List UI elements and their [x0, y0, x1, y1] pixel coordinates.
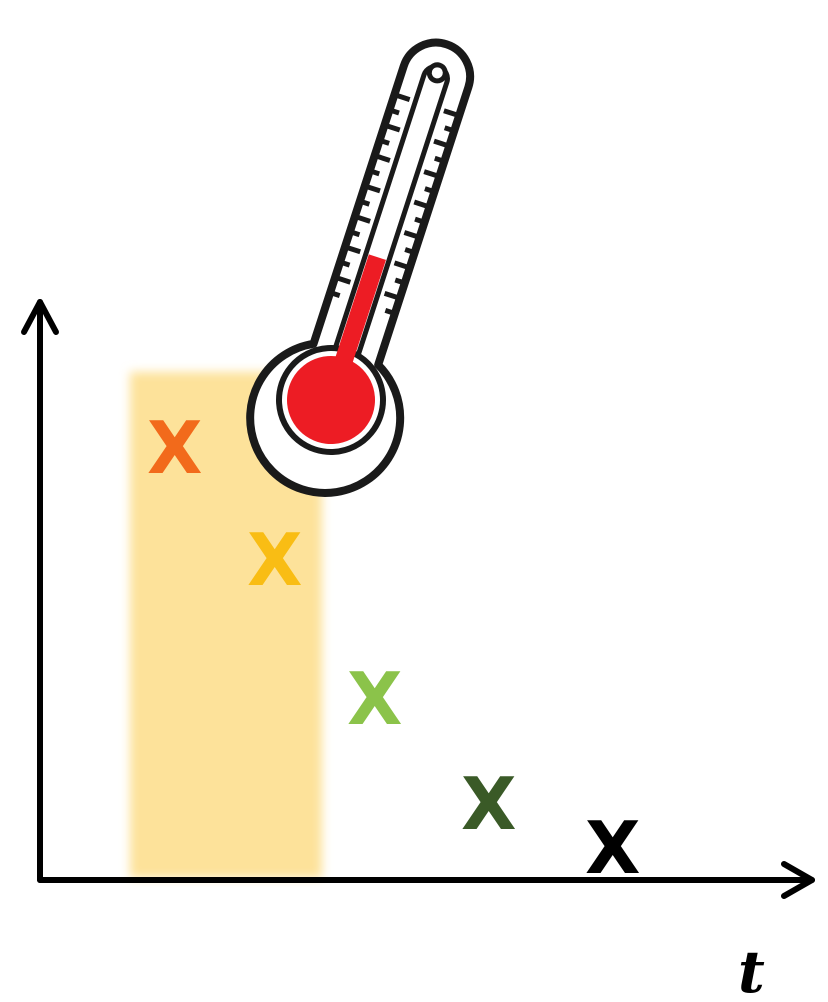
thermometer-tick	[384, 308, 396, 316]
thermometer-tick	[334, 274, 352, 285]
thermometer-top-cap	[426, 62, 448, 84]
thermometer-tick	[383, 290, 401, 301]
thermometer-tick	[378, 137, 390, 146]
thermometer-tick	[344, 244, 362, 255]
thermometer-tick	[388, 107, 400, 116]
thermometer-tick	[404, 247, 416, 256]
thermometer-tick	[368, 168, 381, 177]
marker-yellow: X	[247, 518, 303, 602]
thermometer-tick	[393, 92, 411, 102]
thermometer-tick	[433, 138, 451, 149]
x-axis-label: t	[738, 938, 765, 998]
thermometer-liquid	[334, 254, 386, 365]
thermometer-ticks-right	[383, 108, 460, 316]
thermometer-bulb-fill	[287, 356, 375, 444]
thermometer-tick	[443, 108, 460, 119]
thermometer-tick	[424, 186, 436, 195]
thermometer-tick	[414, 216, 426, 225]
markers: X X X X X	[147, 406, 641, 890]
marker-light-green: X	[347, 657, 403, 741]
thermometer-icon	[246, 38, 475, 497]
thermometer-tick	[393, 260, 411, 271]
thermometer-tick	[413, 199, 431, 210]
marker-black: X	[585, 806, 641, 890]
thermometer-tick	[349, 229, 361, 238]
thermometer-tick	[394, 277, 406, 286]
thermometer-tick	[423, 169, 441, 179]
axes	[21, 299, 815, 899]
thermometer-tick	[383, 122, 401, 133]
x-axis-arrowhead	[781, 861, 815, 899]
thermometer-tick	[373, 153, 391, 163]
y-axis-arrowhead	[21, 299, 59, 335]
thermometer-tick	[443, 125, 455, 134]
thermometer-tick	[339, 259, 351, 268]
marker-dark-green: X	[461, 762, 517, 846]
thermometer-ticks-left	[329, 92, 411, 298]
thermometer-tick	[403, 230, 421, 240]
thermometer-tick	[364, 183, 381, 194]
thermometer-tick	[359, 198, 371, 207]
thermometer-tick	[434, 155, 446, 164]
thermometer-tick	[329, 290, 341, 298]
marker-orange: X	[147, 406, 203, 490]
thermometer-tick	[354, 214, 371, 224]
